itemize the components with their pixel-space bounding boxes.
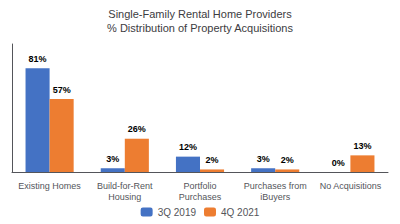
svg-text:12%: 12% [179, 142, 197, 152]
svg-text:Portfolio: Portfolio [183, 181, 216, 191]
svg-text:Purchases from: Purchases from [244, 181, 307, 191]
svg-text:Single-Family Rental Home Prov: Single-Family Rental Home Providers [108, 8, 292, 20]
svg-text:3%: 3% [106, 154, 119, 164]
svg-text:iBuyers: iBuyers [260, 192, 291, 202]
svg-text:Build-for-Rent: Build-for-Rent [97, 181, 153, 191]
svg-text:3Q 2019: 3Q 2019 [158, 207, 197, 218]
svg-text:57%: 57% [53, 85, 71, 95]
svg-text:2%: 2% [206, 155, 219, 165]
svg-text:No Acquisitions: No Acquisitions [320, 181, 382, 191]
svg-text:13%: 13% [353, 141, 371, 151]
svg-text:Purchases: Purchases [179, 192, 222, 202]
svg-text:Housing: Housing [108, 192, 141, 202]
svg-text:% Distribution of Property Acq: % Distribution of Property Acquisitions [107, 22, 293, 34]
svg-text:2%: 2% [281, 155, 294, 165]
svg-text:81%: 81% [29, 54, 47, 64]
svg-text:0%: 0% [332, 158, 345, 168]
svg-text:26%: 26% [128, 124, 146, 134]
svg-text:3%: 3% [257, 154, 270, 164]
svg-text:Existing Homes: Existing Homes [18, 181, 81, 191]
svg-text:4Q 2021: 4Q 2021 [221, 207, 260, 218]
